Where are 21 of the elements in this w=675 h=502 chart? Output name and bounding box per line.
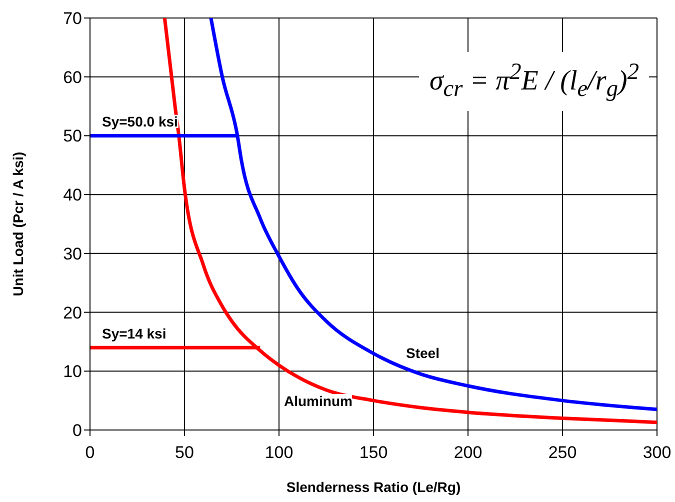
y-tick-label: 10 [63,362,82,382]
x-axis-title: Slenderness Ratio (Le/Rg) [286,479,461,495]
x-tick-label: 300 [642,443,672,462]
annotation: Aluminum [284,393,352,410]
x-tick-label: 150 [359,443,388,462]
x-tick-label: 200 [454,443,482,462]
x-tick-label: 50 [175,443,194,462]
x-tick-label: 100 [264,443,294,462]
y-tick-label: 30 [63,244,82,264]
y-tick-label: 60 [63,68,82,87]
x-tick-label: 0 [85,443,95,462]
y-tick-label: 70 [63,9,82,28]
y-tick-label: 20 [63,303,82,322]
x-tick-label: 250 [548,443,577,462]
y-tick-label: 40 [63,186,82,205]
annotation: Steel [406,345,440,362]
text: σ$_{cr}$ = π$^{2}$E / (l$_{e}$/r$_{g}$)$^{2}$ [429,59,639,102]
y-tick-label: 50 [63,126,82,146]
y-tick-label: 0 [72,421,82,440]
y-axis-title: Unit Load (Pcr / A ksi) [10,152,26,296]
annotation: Sy=14 ksi [102,326,166,342]
